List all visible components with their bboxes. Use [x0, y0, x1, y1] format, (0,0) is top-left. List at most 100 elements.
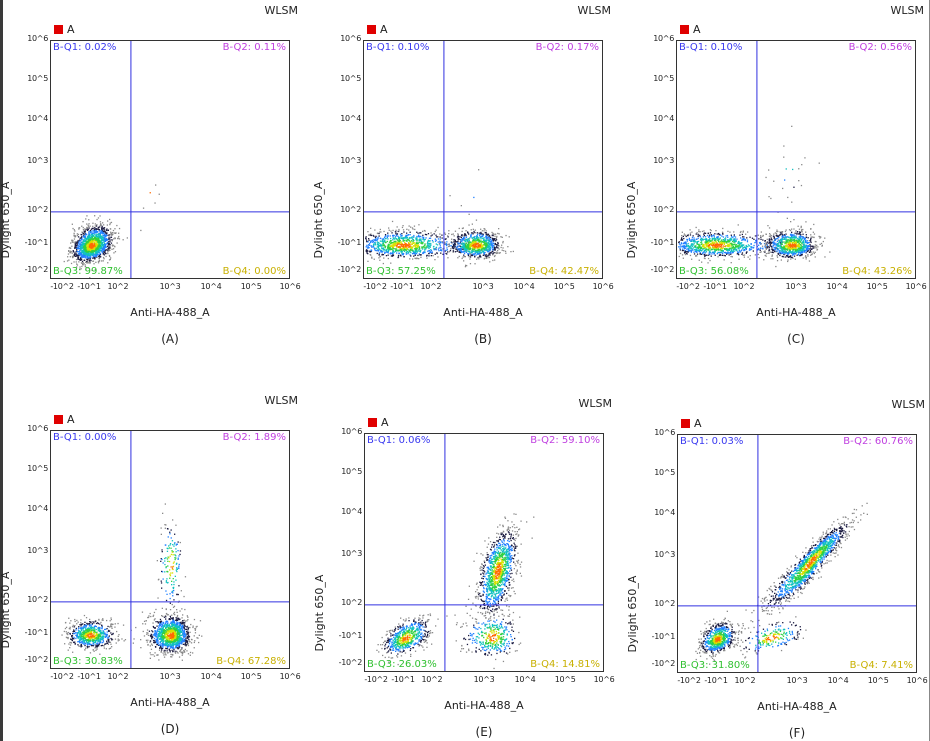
event-dot — [87, 229, 89, 231]
event-dot — [474, 250, 477, 253]
event-dot — [421, 241, 423, 243]
event-dot — [412, 249, 414, 252]
event-dot — [728, 245, 730, 247]
event-dot — [778, 251, 780, 253]
event-dot — [802, 237, 804, 239]
event-dot — [415, 244, 418, 247]
event-dot — [465, 230, 467, 232]
event-dot — [787, 196, 789, 199]
event-dot — [422, 248, 424, 250]
event-dot — [394, 245, 396, 247]
event-dot — [400, 235, 402, 237]
event-dot — [403, 239, 405, 242]
event-dot — [685, 235, 687, 238]
event-dot — [427, 239, 429, 241]
x-tick-label: 10^5 — [240, 282, 262, 291]
event-dot — [98, 260, 101, 262]
event-dot — [748, 249, 751, 251]
event-dot — [798, 245, 800, 247]
event-dot — [777, 248, 779, 250]
event-dot — [80, 239, 82, 241]
event-dot — [791, 248, 793, 250]
event-dot — [771, 251, 773, 253]
event-dot — [393, 247, 395, 250]
event-dot — [95, 255, 97, 257]
event-dot — [406, 244, 409, 247]
event-dot — [433, 248, 435, 250]
event-dot — [798, 243, 800, 246]
event-dot — [799, 231, 801, 233]
event-dot — [468, 241, 470, 243]
event-dot — [103, 242, 106, 244]
event-dot — [477, 244, 479, 246]
event-dot — [424, 230, 426, 232]
event-dot — [480, 245, 483, 247]
event-dot — [405, 243, 407, 245]
event-dot — [801, 239, 803, 241]
event-dot — [698, 247, 700, 250]
event-dot — [695, 241, 697, 243]
event-dot — [474, 249, 476, 251]
event-dot — [465, 234, 467, 236]
event-dot — [794, 236, 796, 238]
event-dot — [790, 221, 792, 223]
event-dot — [67, 256, 69, 258]
event-dot — [377, 238, 379, 240]
event-dot — [371, 241, 373, 243]
event-dot — [91, 227, 93, 230]
event-dot — [483, 228, 485, 230]
event-dot — [70, 252, 72, 254]
event-dot — [474, 243, 476, 245]
event-dot — [102, 244, 104, 246]
event-dot — [73, 251, 75, 253]
event-dot — [108, 254, 111, 257]
event-dot — [72, 256, 74, 258]
event-dot — [396, 233, 399, 235]
event-dot — [99, 235, 101, 237]
event-dot — [110, 233, 112, 235]
event-dot — [378, 252, 381, 254]
event-dot — [708, 239, 710, 241]
event-dot — [410, 246, 413, 248]
event-dot — [108, 246, 110, 248]
event-dot — [455, 248, 457, 250]
event-dot — [706, 244, 708, 247]
event-dot — [777, 245, 779, 248]
event-dot — [383, 239, 385, 241]
event-dot — [802, 257, 804, 259]
event-dot — [700, 240, 702, 242]
event-dot — [384, 234, 387, 236]
event-dot — [87, 243, 89, 245]
event-dot — [467, 248, 470, 250]
event-dot — [437, 238, 440, 240]
event-dot — [101, 252, 103, 254]
event-dot — [811, 253, 813, 255]
event-dot — [87, 258, 89, 260]
event-dot — [742, 248, 744, 250]
event-dot — [487, 242, 490, 245]
event-dot — [489, 253, 491, 255]
event-dot — [87, 267, 89, 269]
event-dot — [475, 245, 477, 247]
event-dot — [89, 234, 91, 236]
event-dot — [82, 243, 84, 245]
event-dot — [498, 245, 500, 247]
event-dot — [464, 248, 466, 251]
y-axis-label: Dylight 650_A — [0, 181, 12, 259]
event-dot — [491, 244, 493, 246]
event-dot — [386, 249, 388, 251]
event-dot — [398, 238, 401, 241]
event-dot — [481, 237, 483, 239]
event-dot — [742, 244, 745, 246]
event-dot — [155, 184, 157, 186]
event-dot — [380, 251, 382, 253]
event-dot — [771, 254, 773, 256]
event-dot — [779, 254, 781, 257]
event-dot — [93, 249, 95, 252]
event-dot — [441, 242, 444, 244]
event-dot — [97, 237, 99, 240]
event-dot — [728, 248, 731, 250]
event-dot — [713, 235, 715, 237]
event-dot — [769, 241, 771, 244]
event-dot — [378, 242, 380, 244]
